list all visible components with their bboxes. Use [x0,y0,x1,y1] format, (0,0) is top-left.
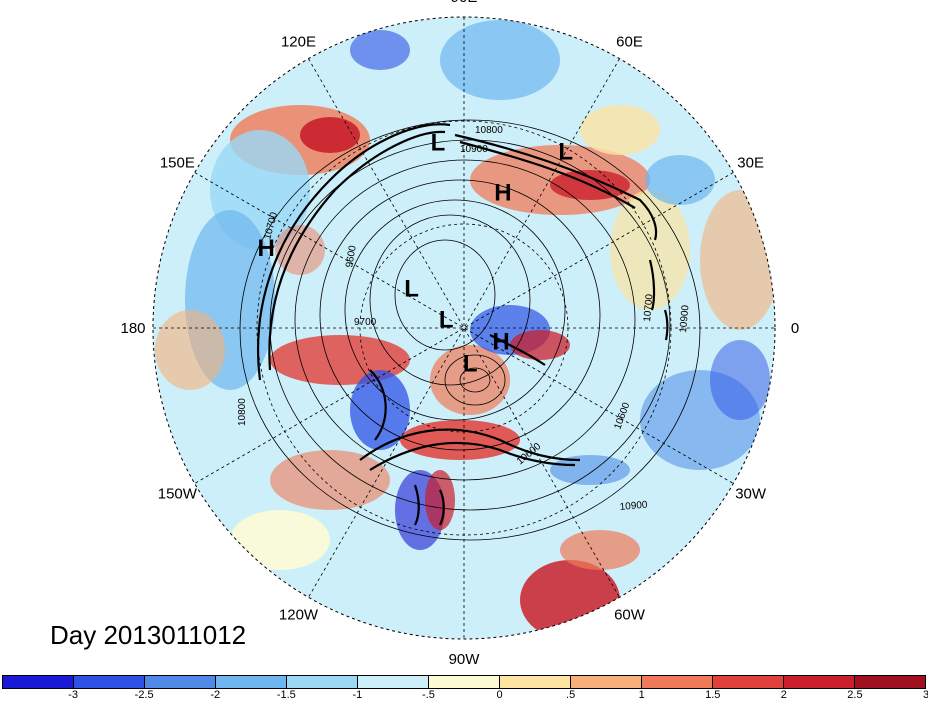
lon-label: 120W [279,607,319,624]
colorbar-tick-label: -2.5 [134,689,154,701]
anomaly-field [153,17,775,639]
lon-label: 30W [735,486,767,503]
colorbar-segment [571,676,642,688]
colorbar-tick-label: -1.5 [276,689,296,701]
colorbar-segment [358,676,429,688]
colorbar-segment [74,676,145,688]
height-contours [239,119,701,541]
lon-label: 90W [449,651,481,668]
jet-contours [256,123,669,526]
title: Day 2013011012 [50,620,247,650]
colorbar-tick-label: 1.5 [705,689,721,701]
lon-label: 60W [614,607,646,624]
contour-label: 10900 [678,304,691,333]
longitude-labels: 90E 60E 30E 0 30W 60W 90W 120W 150W 180 150E 120E [120,0,799,668]
map-boundary [152,16,776,640]
colorbar-tick-label: 2.5 [847,689,863,701]
colorbar-segment [784,676,855,688]
colorbar-segment [642,676,713,688]
low-pressure-label: L [463,351,478,378]
contour-label: 10800 [237,398,248,426]
colorbar-tick-label: 3 [922,689,928,701]
contour-label: 9700 [354,317,377,328]
colorbar-tick-label: 2 [780,689,787,701]
colorbar-segment [500,676,571,688]
colorbar-tick-label: -1 [352,689,363,701]
lon-label: 180 [120,320,145,337]
lon-label: 30E [737,155,764,172]
lon-label: 90E [451,0,478,6]
contour-label: 10900 [619,500,648,513]
contour-label: 10800 [475,125,503,136]
low-pressure-label: L [404,275,419,302]
lon-label: 120E [281,33,316,50]
contour-label: 9600 [344,244,359,268]
colorbar-tick-label: 1 [638,689,645,701]
low-pressure-label: L [431,130,446,157]
contour-label: 10900 [460,144,488,155]
graticule [153,17,775,639]
colorbar-segment [713,676,784,688]
lon-label: 150W [158,486,198,503]
low-pressure-label: L [558,139,573,166]
high-pressure-label: H [492,328,509,355]
colorbar-tick-label: .5 [566,689,576,701]
high-pressure-label: H [494,179,511,206]
colorbar-tick-label: -3 [68,689,78,701]
colorbar-segment [3,676,74,688]
colorbar-segment [287,676,358,688]
colorbar [2,675,926,689]
lon-label: 60E [616,33,643,50]
lon-label: 150E [160,155,195,172]
low-pressure-label: L [439,307,454,334]
high-pressure-label: H [257,235,274,262]
lon-label: 0 [791,320,799,337]
colorbar-tick-label: 0 [496,689,503,701]
colorbar-segment [145,676,216,688]
contour-label: 10700 [642,293,655,322]
colorbar-tick-label: -.5 [422,689,435,701]
colorbar-segment [429,676,500,688]
colorbar-segment [216,676,287,688]
colorbar-labels: -3 -2.5 -2 -1.5 -1 -.5 0 .5 1 1.5 2 2.5 3 [0,689,928,703]
colorbar-segment [855,676,925,688]
colorbar-tick-label: -2 [210,689,221,701]
